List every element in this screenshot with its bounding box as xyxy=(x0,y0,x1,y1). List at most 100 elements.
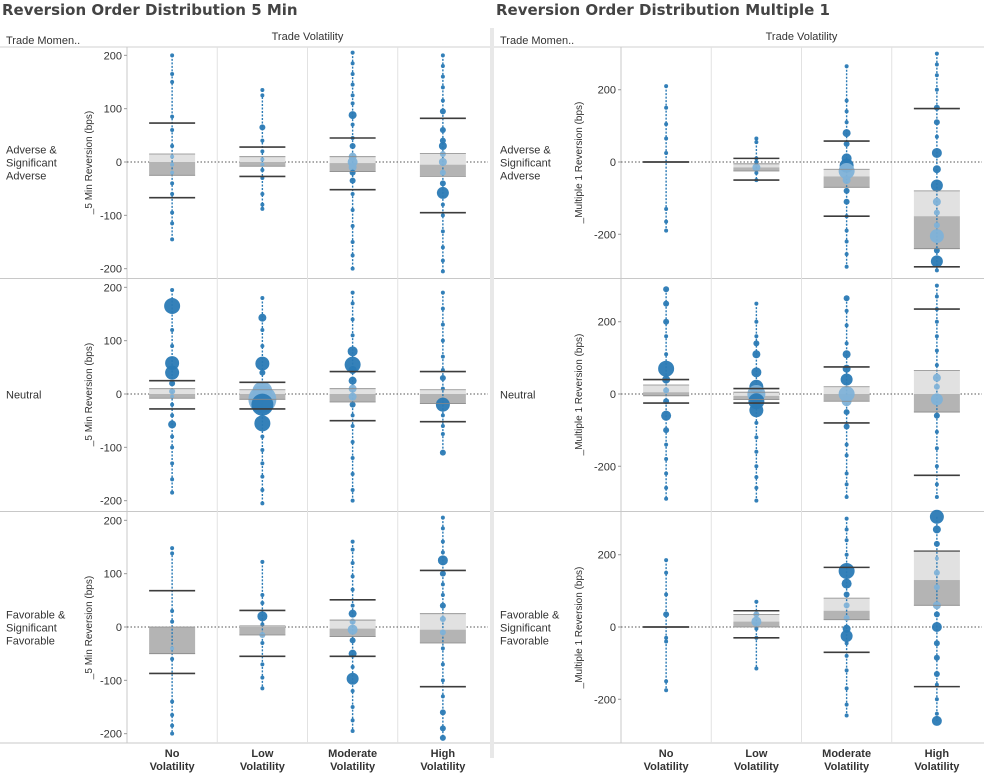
data-point xyxy=(440,582,445,587)
data-point xyxy=(348,376,357,385)
data-point xyxy=(930,393,943,406)
row-label: Adverse & xyxy=(6,145,57,157)
data-point xyxy=(170,344,175,348)
data-point xyxy=(350,729,355,733)
column-header-label: Trade Volatility xyxy=(272,31,344,43)
data-point xyxy=(844,308,849,313)
row-label: Adverse xyxy=(6,171,46,183)
data-point xyxy=(664,219,669,224)
chart-svg-5min: Trade Momen.. Trade VolatilityNoVolatilit… xyxy=(0,31,490,773)
data-point xyxy=(260,474,265,479)
data-point xyxy=(934,268,939,273)
data-point xyxy=(844,252,849,257)
data-point xyxy=(350,472,355,476)
data-point xyxy=(663,611,670,618)
box-lower-half xyxy=(239,627,286,635)
column-label: Low xyxy=(251,748,273,760)
data-point xyxy=(934,446,939,451)
data-point xyxy=(260,192,265,196)
data-point xyxy=(934,682,939,687)
data-point xyxy=(664,570,669,575)
data-point xyxy=(664,457,669,462)
data-point xyxy=(932,373,941,382)
data-point xyxy=(844,552,849,557)
data-point xyxy=(440,306,445,311)
data-point xyxy=(440,53,445,58)
data-point xyxy=(170,731,175,736)
data-point xyxy=(439,629,446,636)
data-point xyxy=(170,609,175,613)
data-point xyxy=(349,637,356,644)
data-point xyxy=(170,192,175,196)
y-axis-title: _Multiple 1 Reversion (bps) xyxy=(574,567,585,690)
column-label: Volatility xyxy=(914,761,960,773)
data-point xyxy=(350,50,355,55)
data-point xyxy=(260,559,265,564)
data-point xyxy=(440,526,445,531)
data-point xyxy=(169,380,176,387)
data-point xyxy=(844,527,849,532)
y-tick-label: 100 xyxy=(104,104,122,116)
data-point xyxy=(663,300,670,307)
column-label: Moderate xyxy=(328,748,377,760)
data-point xyxy=(439,180,446,187)
data-point xyxy=(664,639,669,644)
data-point xyxy=(933,209,940,216)
data-point xyxy=(841,578,852,589)
data-point xyxy=(439,725,446,732)
data-point xyxy=(663,387,670,394)
data-point xyxy=(350,253,355,258)
y-tick-label: 200 xyxy=(104,282,122,294)
data-point xyxy=(754,485,759,490)
data-point xyxy=(257,611,268,622)
y-tick-label: 200 xyxy=(104,50,122,62)
column-label: Volatility xyxy=(240,761,286,773)
data-point xyxy=(260,206,265,211)
data-point xyxy=(934,51,939,56)
data-point xyxy=(934,334,939,339)
data-point xyxy=(754,666,759,671)
data-point xyxy=(842,364,851,373)
data-point xyxy=(350,224,355,228)
data-point xyxy=(930,179,943,192)
data-point xyxy=(165,365,180,380)
data-point xyxy=(170,434,175,439)
data-point xyxy=(844,64,849,69)
data-point xyxy=(843,602,850,609)
y-axis-title: _Multiple 1 Reversion (bps) xyxy=(574,102,585,225)
data-point xyxy=(260,157,265,162)
data-point xyxy=(170,551,175,556)
data-point xyxy=(255,356,270,371)
row-label: Significant xyxy=(500,623,551,635)
data-point xyxy=(844,109,849,114)
data-point xyxy=(254,415,271,432)
data-point xyxy=(843,409,850,416)
data-point xyxy=(349,143,356,149)
data-point xyxy=(344,356,361,373)
data-point xyxy=(664,679,669,684)
y-tick-label: -200 xyxy=(100,729,122,741)
data-point xyxy=(844,686,849,691)
row-label: Favorable xyxy=(500,636,549,648)
data-point xyxy=(439,709,446,716)
data-point xyxy=(844,239,849,244)
data-point xyxy=(170,546,175,551)
data-point xyxy=(440,354,445,359)
data-point xyxy=(350,705,355,709)
column-label: No xyxy=(165,748,180,760)
data-point xyxy=(350,208,355,212)
data-point xyxy=(350,93,355,98)
data-point xyxy=(843,140,850,147)
data-point xyxy=(440,424,445,428)
data-point xyxy=(170,328,175,332)
data-point xyxy=(439,734,446,741)
data-point xyxy=(170,181,175,186)
data-point xyxy=(260,501,265,506)
data-point xyxy=(664,442,669,447)
data-point xyxy=(439,127,446,133)
y-tick-label: -200 xyxy=(100,264,122,276)
y-tick-label: 200 xyxy=(598,85,616,97)
data-point xyxy=(930,255,943,268)
data-point xyxy=(440,515,445,520)
data-point xyxy=(933,412,940,419)
